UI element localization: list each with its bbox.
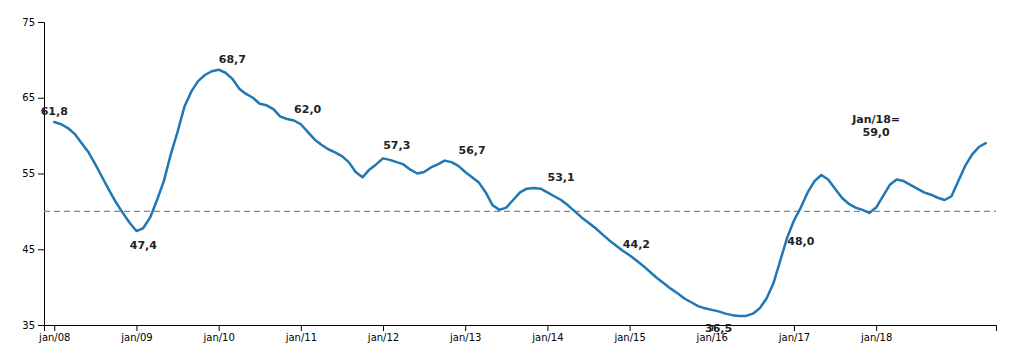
x-tick: jan/17	[778, 325, 810, 343]
y-tick-mark	[38, 174, 44, 175]
annotation-line: 36,5	[705, 322, 732, 335]
annotation-line: 68,7	[219, 53, 246, 66]
annotation-line: 57,3	[383, 139, 410, 152]
x-tick-mark	[301, 325, 302, 331]
reference-line	[44, 211, 996, 212]
annotation: 36,5	[705, 322, 732, 335]
annotation-line: 44,2	[623, 238, 650, 251]
x-tick-label: jan/13	[449, 332, 481, 343]
annotation: 44,2	[623, 238, 650, 251]
x-tick: jan/09	[120, 325, 152, 343]
x-tick-label: jan/11	[285, 332, 317, 343]
y-tick-label: 65	[22, 92, 35, 103]
x-tick-mark	[876, 325, 877, 331]
annotation: 53,1	[548, 171, 575, 184]
x-tick-mark	[630, 325, 631, 331]
x-tick-label: jan/18	[860, 332, 892, 343]
annotation-line: 61,8	[41, 105, 68, 118]
y-tick-mark	[38, 325, 44, 326]
y-axis: 35 45 55 65 75	[22, 17, 44, 331]
y-tick-mark	[38, 22, 44, 23]
x-tick-label: jan/14	[531, 332, 563, 343]
x-tick-mark	[54, 325, 55, 331]
x-tick: jan/15	[613, 325, 645, 343]
annotation: 62,0	[294, 103, 321, 116]
y-tick-label: 55	[22, 168, 35, 179]
y-axis-line	[38, 23, 45, 326]
annotation-line: 48,0	[787, 235, 814, 248]
annotation: 47,4	[130, 239, 157, 252]
x-tick-label: jan/15	[613, 332, 645, 343]
x-tick-mark	[219, 325, 220, 331]
annotation: 48,0	[787, 235, 814, 248]
x-axis-line	[45, 326, 997, 332]
x-tick: jan/12	[367, 325, 399, 343]
x-tick-mark	[465, 325, 466, 331]
annotation-line: 59,0	[863, 126, 890, 139]
x-tick: jan/10	[202, 325, 234, 343]
y-tick-mark	[38, 249, 44, 250]
y-tick: 65	[22, 92, 44, 103]
x-tick-mark	[136, 325, 137, 331]
x-tick-label: jan/09	[120, 332, 152, 343]
y-tick: 55	[22, 168, 44, 179]
annotation: 56,7	[458, 144, 485, 157]
annotations: 61,8 47,4 68,7 62,0 57,3 56,7 53,1 44,2 36,5 48,0…	[41, 53, 900, 335]
annotation-line: 47,4	[130, 239, 157, 252]
annotation-line: 56,7	[458, 144, 485, 157]
x-tick-mark	[794, 325, 795, 331]
x-tick: jan/14	[531, 325, 563, 343]
annotation-line: 62,0	[294, 103, 321, 116]
chart: jan/08 jan/09 jan/10 jan/11 jan/12 jan/13 jan/…	[0, 0, 1024, 355]
annotation-line: Jan/18=	[851, 113, 900, 126]
annotation-line: 53,1	[548, 171, 575, 184]
x-tick-label: jan/17	[778, 332, 810, 343]
annotation: 57,3	[383, 139, 410, 152]
x-tick: jan/18	[860, 325, 892, 343]
y-tick-mark	[38, 98, 44, 99]
x-tick-label: jan/08	[38, 332, 70, 343]
annotation: Jan/18=59,0	[851, 113, 900, 139]
x-tick: jan/08	[38, 325, 70, 343]
x-tick-label: jan/12	[367, 332, 399, 343]
annotation: 61,8	[41, 105, 68, 118]
x-tick-mark	[547, 325, 548, 331]
y-tick: 45	[22, 244, 44, 255]
x-axis: jan/08 jan/09 jan/10 jan/11 jan/12 jan/13 jan/…	[38, 325, 996, 343]
x-tick: jan/13	[449, 325, 481, 343]
y-tick-label: 75	[22, 17, 35, 28]
data-line	[54, 70, 985, 316]
y-tick: 75	[22, 17, 44, 28]
y-tick-label: 45	[22, 244, 35, 255]
y-tick: 35	[22, 320, 44, 331]
x-tick-mark	[383, 325, 384, 331]
plot-area	[44, 70, 996, 316]
annotation: 68,7	[219, 53, 246, 66]
x-tick: jan/11	[285, 325, 317, 343]
x-tick-label: jan/10	[202, 332, 234, 343]
y-tick-label: 35	[22, 320, 35, 331]
